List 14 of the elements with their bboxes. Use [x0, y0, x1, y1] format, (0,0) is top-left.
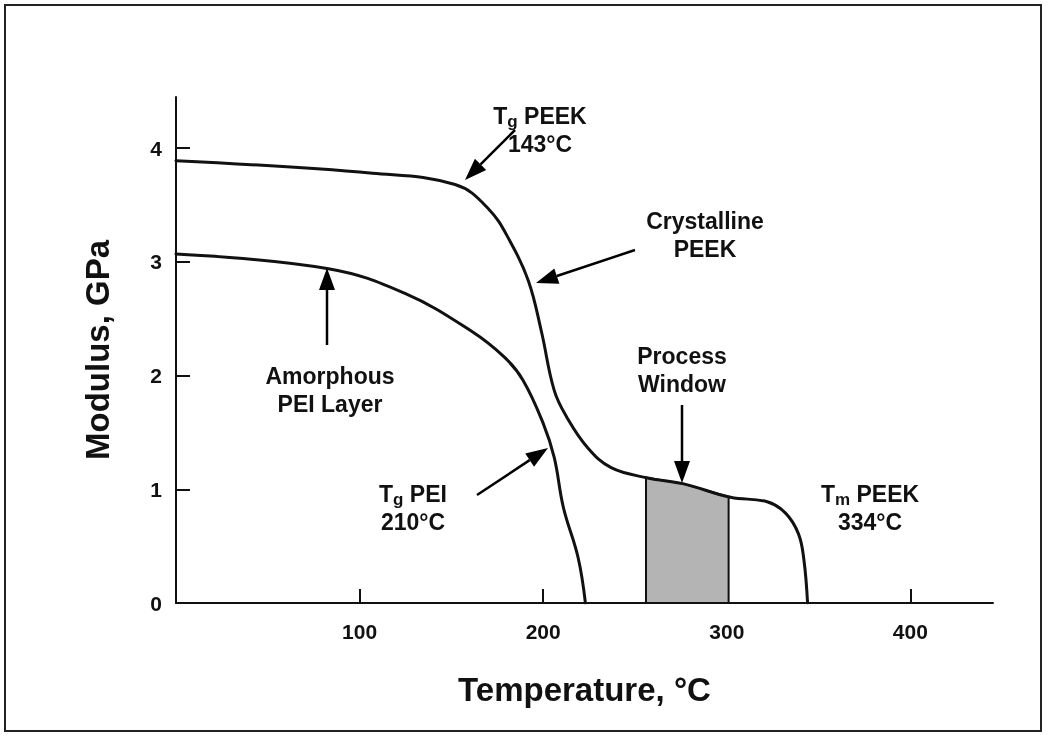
x-tick-label: 400 [892, 620, 928, 643]
annotation: Amorphous PEI Layer [265, 363, 395, 417]
y-tick-label: 1 [150, 477, 163, 501]
y-tick-label: 0 [150, 591, 162, 615]
y-tick-label: 3 [150, 250, 162, 274]
x-tick-label: 100 [342, 620, 378, 643]
x-axis-title: Temperature, °C [458, 671, 711, 708]
annotation: Crystalline PEEK [646, 208, 764, 262]
annotation: Process Window [637, 343, 727, 397]
x-tick-label: 300 [709, 620, 745, 643]
y-axis-title: Modulus, GPa [79, 239, 116, 461]
x-tick-label: 200 [525, 620, 561, 643]
y-tick-label: 2 [150, 364, 162, 388]
y-tick-label: 4 [150, 136, 163, 160]
